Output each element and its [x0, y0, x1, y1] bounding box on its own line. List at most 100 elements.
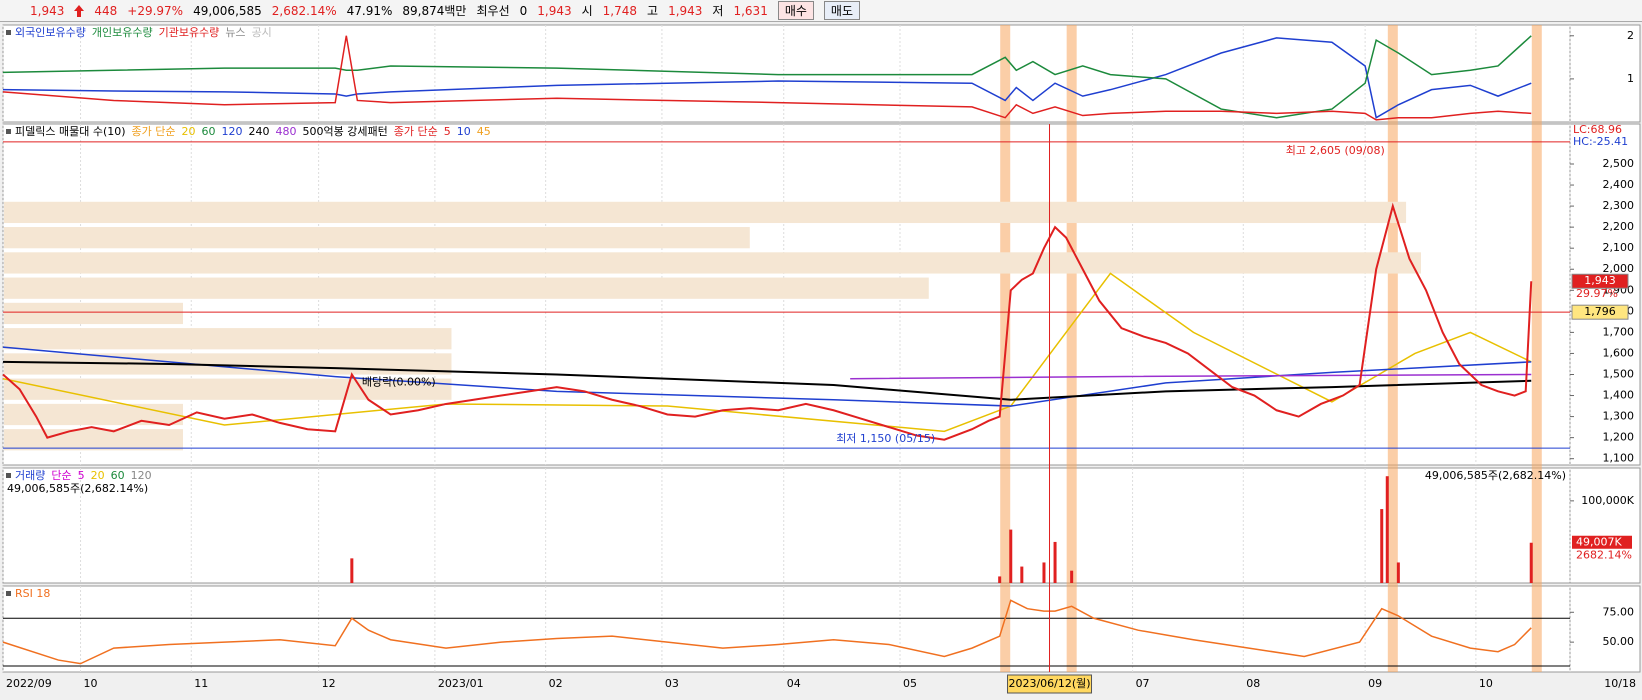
x-tick-label: 03 [665, 677, 679, 690]
low: 1,631 [733, 3, 768, 18]
hc-label: HC:-25.41 [1573, 135, 1628, 148]
best-price: 1,943 [537, 3, 572, 18]
legend-item: 단순 [51, 469, 71, 482]
legend-item: 공시 [252, 26, 272, 39]
legend-item: 피델릭스 매물대 수(10) [15, 125, 126, 138]
volume-bar [1070, 570, 1074, 583]
ex-dividend-label: 배당락(0.00%) [362, 375, 436, 388]
y-tick-label: 1,500 [1603, 367, 1635, 380]
open: 1,748 [602, 3, 638, 18]
x-tick-label: 2023/01 [438, 677, 484, 690]
highlight-band [1531, 25, 1542, 672]
series-line [2, 360, 1532, 401]
profile-bar [4, 429, 183, 451]
amount: 89,874백만 [402, 4, 467, 18]
buy-button[interactable]: 매수 [777, 1, 814, 20]
profile-bar [4, 252, 1421, 274]
legend-icon [6, 591, 11, 596]
x-tick-label: 04 [787, 677, 801, 690]
volume-bar [1385, 476, 1389, 583]
series-line [2, 37, 1532, 119]
y-tick-label: 1,700 [1603, 325, 1635, 338]
x-tick-label: 02 [549, 677, 563, 690]
volume: 49,006,585 [193, 3, 262, 18]
volume-tag-bg [1572, 535, 1632, 549]
volume-tag-rate: 2682.14% [1576, 549, 1632, 562]
legend-item: 60 [202, 125, 216, 138]
up-arrow [74, 4, 85, 17]
price-tag: 1,796 [1584, 305, 1616, 318]
y-tick-label: 2,300 [1603, 199, 1635, 212]
legend-item: 종가 단순 [132, 125, 176, 138]
axis-panel [1569, 24, 1641, 123]
profile-bar [4, 353, 452, 375]
y-tick-label: 2,000 [1603, 262, 1635, 275]
y-tick-label: 1,600 [1603, 346, 1635, 359]
high: 1,943 [668, 3, 703, 18]
y-tick-label: 2,200 [1603, 220, 1635, 233]
x-tick-label: 09 [1368, 677, 1382, 690]
sell-button[interactable]: 매도 [823, 1, 861, 20]
cursor-label-bg [1007, 674, 1093, 694]
x-tick-label: 11 [194, 677, 208, 690]
x-tick-label: 07 [1136, 677, 1150, 690]
legend-item: 5 [444, 125, 451, 138]
high-label: 최고 2,605 (09/08) [1286, 144, 1385, 157]
legend-item: 5 [78, 469, 85, 482]
legend-icon [6, 129, 11, 134]
y-tick-label: 1,200 [1603, 431, 1635, 444]
x-tick-label: 08 [1246, 677, 1260, 690]
profile-bar [4, 201, 1407, 224]
highlight-band [1066, 25, 1077, 672]
legend-item: 거래량 [15, 469, 45, 482]
legend-item: 20 [91, 469, 105, 482]
y-tick-label: 2,500 [1603, 157, 1635, 170]
profile-bar [4, 328, 452, 350]
change: 448 [94, 3, 118, 18]
volume-bar [1042, 562, 1046, 583]
price-tag-bg [1571, 273, 1629, 289]
y-tick-label: 50.00 [1603, 635, 1635, 648]
legend-item: 500억봉 강세패턴 [303, 125, 388, 138]
price-tag: 1,943 [1584, 274, 1616, 287]
chart: 2022/09 10 11 12 2023/01 02 03 04 05 07 08 09 10 10/1… [2, 24, 1641, 694]
series-line [2, 202, 1533, 441]
volume-bar [1009, 529, 1013, 583]
axis-panel [1569, 585, 1641, 673]
volume-bar [1380, 509, 1384, 583]
legend-item: 60 [111, 469, 125, 482]
ratio: 47.91% [346, 3, 393, 18]
legend-item: 480 [276, 125, 297, 138]
profile-bar [4, 302, 183, 325]
y-tick-label: 75.00 [1603, 605, 1635, 618]
volume-bar [1396, 562, 1400, 583]
cursor-label: 2023/06/12(월) [1008, 677, 1090, 690]
y-tick-label: 2 [1627, 29, 1634, 42]
x-tick-label: 10 [84, 677, 98, 690]
change-rate-tag: 29.97% [1576, 287, 1618, 300]
y-tick-label: 1,400 [1603, 389, 1635, 402]
y-tick-label: 2,100 [1603, 241, 1635, 254]
volume-bar [998, 576, 1002, 583]
volume-tag: 49,007K [1576, 536, 1622, 549]
legend-icon [6, 30, 11, 35]
y-tick-label: 100,000K [1581, 494, 1634, 507]
y-tick-label: 1,300 [1603, 410, 1635, 423]
series-line [2, 35, 1532, 121]
legend-item: 45 [477, 125, 491, 138]
volume-bar [350, 558, 354, 583]
x-tick-label: 10 [1479, 677, 1493, 690]
legend-item: 뉴스 [225, 26, 245, 39]
legend-icon [6, 473, 11, 478]
y-tick-label: 1,100 [1603, 452, 1635, 465]
legend-item: 개인보유수량 [92, 26, 153, 39]
high-label: 고 [647, 4, 659, 18]
profile-bar [4, 277, 929, 299]
low-label: 최저 1,150 (05/15) [836, 432, 935, 445]
panel [2, 467, 1571, 584]
volume-bar [1529, 542, 1533, 583]
axis-panel [1569, 467, 1641, 584]
series-line [2, 599, 1532, 665]
best-value: 0 [519, 3, 528, 18]
